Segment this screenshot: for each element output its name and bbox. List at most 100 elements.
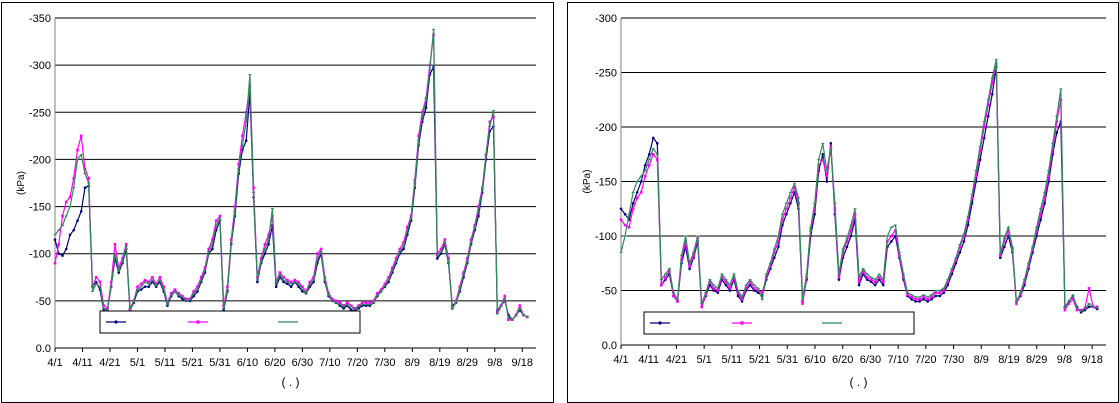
data-point [918,298,921,301]
y-tick-label: -150 [29,202,51,214]
data-point [54,262,57,265]
legend-marker [114,320,117,323]
data-point [632,207,635,210]
data-point [57,252,60,255]
data-point [76,219,79,222]
x-tick-label: 7/10 [319,357,340,369]
data-point [99,281,102,284]
data-point [660,284,663,287]
data-point [963,240,966,243]
data-point [987,115,990,118]
data-point [76,149,79,152]
data-point [342,307,345,310]
data-point [878,276,881,279]
x-tick-label: 4/1 [613,354,628,366]
data-point [215,219,218,222]
data-point [785,207,788,210]
x-tick-label: 4/21 [99,357,120,369]
x-tick-label: 8/29 [1026,354,1047,366]
legend [100,311,360,333]
x-tick-label: 6/20 [264,357,285,369]
chart-right: 0.0-50-100-150-200-250-3004/1 4/11 4/21 5/1… [568,3,1118,402]
data-point [636,191,639,194]
x-tick-label: 6/20 [832,354,853,366]
data-point [294,279,297,282]
x-tick-label: 4/21 [666,354,687,366]
x-tick-label: 5/31 [209,357,230,369]
y-tick-label: -200 [595,122,617,134]
data-point [316,252,319,255]
x-tick-label: 8/9 [405,357,420,369]
x-tick-label: 6/10 [237,357,258,369]
x-tick-label: 7/10 [887,354,908,366]
y-tick-label: 0.0 [602,340,617,352]
data-point [850,235,853,238]
data-point [983,137,986,140]
data-point [436,257,439,260]
x-tick-label: 4/11 [638,354,659,366]
x-tick-label: 5/31 [777,354,798,366]
data-point [211,248,214,251]
data-point [361,301,364,304]
data-point [628,226,631,229]
data-point [518,304,521,307]
y-tick-label: -50 [35,296,51,308]
data-point [125,243,128,246]
data-point [717,289,720,292]
y-axis-label: (kPa) [582,170,593,194]
data-point [741,298,744,301]
data-point [821,158,824,161]
data-point [644,175,647,178]
y-tick-label: -250 [595,68,617,80]
x-tick-label: 5/11 [155,357,176,369]
data-point [753,287,756,290]
data-point [991,93,994,96]
x-tick-label: 6/10 [804,354,825,366]
data-point [632,202,635,205]
data-point [825,180,828,183]
data-point [943,289,946,292]
data-point [729,287,732,290]
data-point [80,135,83,138]
data-point [174,288,177,291]
data-point [777,246,780,249]
x-tick-label: 5/21 [182,357,203,369]
y-axis-label: (kPa) [16,171,27,195]
series-line-3 [621,59,1097,311]
data-point [910,296,913,299]
legend [644,312,914,334]
data-point [874,284,877,287]
data-point [1088,287,1091,290]
x-tick-label: 8/29 [457,357,478,369]
x-tick-label: 9/8 [1057,354,1072,366]
series-line-2 [55,35,527,320]
data-point [140,288,143,291]
x-tick-label: 9/18 [512,357,533,369]
chart-left: 0.0-50-100-150-200-250-300-3504/1 4/11 4/2… [2,3,553,402]
data-point [620,207,623,210]
data-point [65,201,68,204]
y-tick-label: -200 [29,154,51,166]
x-tick-label: 7/20 [915,354,936,366]
legend-marker [196,320,199,323]
data-point [789,197,792,200]
x-tick-label: 5/1 [696,354,711,366]
data-point [652,153,655,156]
data-point [151,276,154,279]
data-point [65,248,68,251]
data-point [882,284,885,287]
data-point [144,279,147,282]
data-point [938,291,941,294]
data-point [906,294,909,297]
data-point [350,304,353,307]
data-point [648,164,651,167]
data-point [1088,306,1091,309]
data-point [688,265,691,268]
data-point [930,296,933,299]
data-point [80,210,83,213]
data-point [874,280,877,283]
x-tick-label: 4/11 [72,357,93,369]
data-point [620,218,623,221]
data-point [144,285,147,288]
x-tick-label: 6/30 [860,354,881,366]
